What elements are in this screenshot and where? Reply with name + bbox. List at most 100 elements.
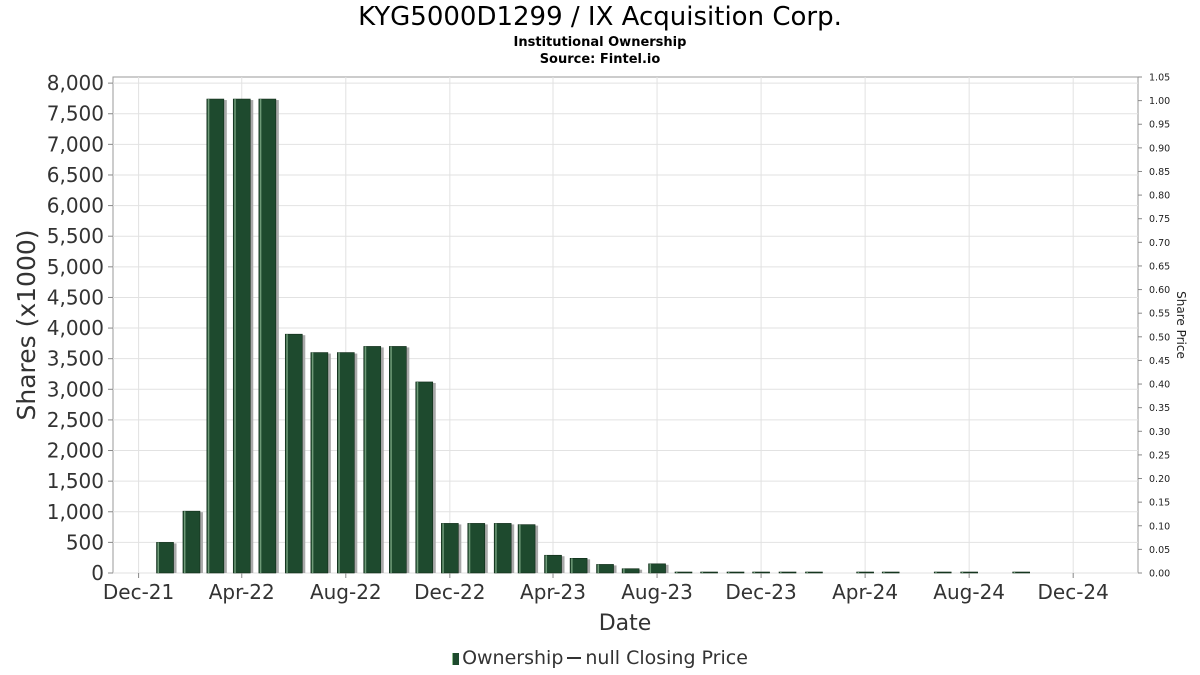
ownership-bar [336,352,355,574]
y-tick-label: 5,500 [47,224,104,248]
price-legend-label: null Closing Price [585,647,748,669]
bar-highlight [183,511,186,573]
y-tick-label: 4,500 [47,285,104,309]
ownership-bar [960,571,978,574]
y2-tick-label: 0.35 [1149,403,1170,414]
y-tick-label: 5,000 [47,255,104,279]
y-tick-label: 3,000 [47,377,104,401]
y2-tick-label: 0.20 [1149,474,1170,485]
ownership-bar [621,568,640,574]
bar-highlight [883,572,885,573]
bar-highlight [545,555,548,573]
ownership-bar [517,524,536,574]
ownership-bar [778,571,797,574]
bar-highlight [338,352,340,573]
bar-highlight [234,99,236,574]
ownership-bar [363,346,382,574]
y2-tick-label: 0.80 [1149,191,1170,202]
ownership-bar [674,571,693,574]
bar-highlight [597,564,600,573]
y-tick-label: 2,500 [47,408,104,432]
chart-legend: Ownership null Closing Price [0,647,1200,669]
y2-tick-label: 0.65 [1149,261,1170,272]
bar-highlight [780,572,782,573]
bar-highlight [390,346,392,573]
bar-highlight [857,572,860,573]
ownership-bar [933,571,952,574]
x-tick-label: Apr-24 [832,580,898,604]
y2-tick-label: 0.45 [1149,356,1170,367]
ownership-bar [648,563,666,574]
chart-source: Source: Fintel.io [539,52,661,67]
bar-highlight [753,572,756,573]
x-tick-label: Dec-21 [103,580,174,604]
bar-highlight [207,99,210,574]
y2-tick-label: 1.05 [1149,73,1170,84]
ownership-bar [805,571,823,574]
bar-highlight [675,572,678,573]
y-tick-label: 2,000 [47,439,104,463]
ownership-bar [752,571,770,574]
y-tick-label: 7,000 [47,132,104,156]
bar-highlight [806,572,808,573]
ownership-bar [544,554,562,574]
ownership-bar [856,571,874,574]
y2-tick-label: 0.55 [1149,309,1170,320]
bar-highlight [157,542,160,573]
y-tick-label: 3,500 [47,347,104,371]
ownership-legend-label: Ownership [462,647,564,669]
y2-tick-label: 0.85 [1149,167,1170,178]
ownership-bar [415,381,434,574]
bar-highlight [571,558,573,573]
y-tick-label: 1,000 [47,500,104,524]
x-tick-label: Dec-22 [414,580,485,604]
bar-highlight [311,352,314,573]
ownership-bar [441,523,459,574]
bar-highlight [364,346,367,573]
ownership-bar [182,510,201,574]
ownership-bar [596,564,614,574]
y2-tick-label: 0.60 [1149,285,1170,296]
x-tick-label: Apr-23 [520,580,586,604]
bar-highlight [935,572,937,573]
bar-highlight [623,568,625,573]
ownership-bar [493,523,512,574]
y-tick-label: 6,500 [47,163,104,187]
y2-tick-label: 0.50 [1149,332,1170,343]
ownership-bar [467,523,486,574]
y2-tick-label: 0.10 [1149,521,1170,532]
bar-highlight [519,524,521,573]
bar-highlight [1013,572,1016,573]
ownership-bar [700,571,718,574]
y2-tick-label: 0.90 [1149,143,1170,154]
ownership-bar [284,333,303,574]
ownership-bar [206,98,225,574]
y2-tick-label: 0.40 [1149,380,1170,391]
y-tick-label: 500 [66,530,104,554]
ownership-bar [726,571,745,574]
bar-highlight [961,572,964,573]
y2-tick-label: 0.00 [1149,569,1170,580]
ownership-bar [1012,571,1030,574]
y2-tick-label: 0.15 [1149,498,1170,509]
ownership-bar [232,98,251,574]
y2-tick-label: 0.95 [1149,120,1170,131]
bar-highlight [259,99,262,574]
x-tick-label: Aug-23 [621,580,693,604]
ownership-bar [156,542,174,574]
y2-tick-label: 0.75 [1149,214,1170,225]
y2-tick-label: 0.70 [1149,238,1170,249]
bar-highlight [442,523,444,573]
x-tick-label: Dec-24 [1038,580,1109,604]
ownership-legend-swatch [452,653,460,665]
x-tick-label: Apr-22 [209,580,275,604]
plot-area [112,76,1139,574]
chart-title: KYG5000D1299 / IX Acquisition Corp. [358,2,842,32]
y-tick-label: 7,500 [47,102,104,126]
y-tick-label: 6,000 [47,194,104,218]
bar-highlight [649,563,652,573]
y2-tick-label: 0.05 [1149,545,1170,556]
x-tick-label: Aug-24 [933,580,1005,604]
ownership-bar [258,98,277,574]
